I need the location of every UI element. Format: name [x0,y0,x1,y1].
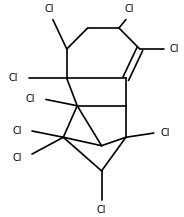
Text: Cl: Cl [97,204,106,215]
Text: Cl: Cl [45,4,54,14]
Text: Cl: Cl [125,4,134,14]
Text: Cl: Cl [12,126,22,136]
Text: Cl: Cl [26,94,36,104]
Text: Cl: Cl [169,44,179,54]
Text: Cl: Cl [161,128,170,138]
Text: Cl: Cl [12,153,22,163]
Text: Cl: Cl [9,73,18,84]
